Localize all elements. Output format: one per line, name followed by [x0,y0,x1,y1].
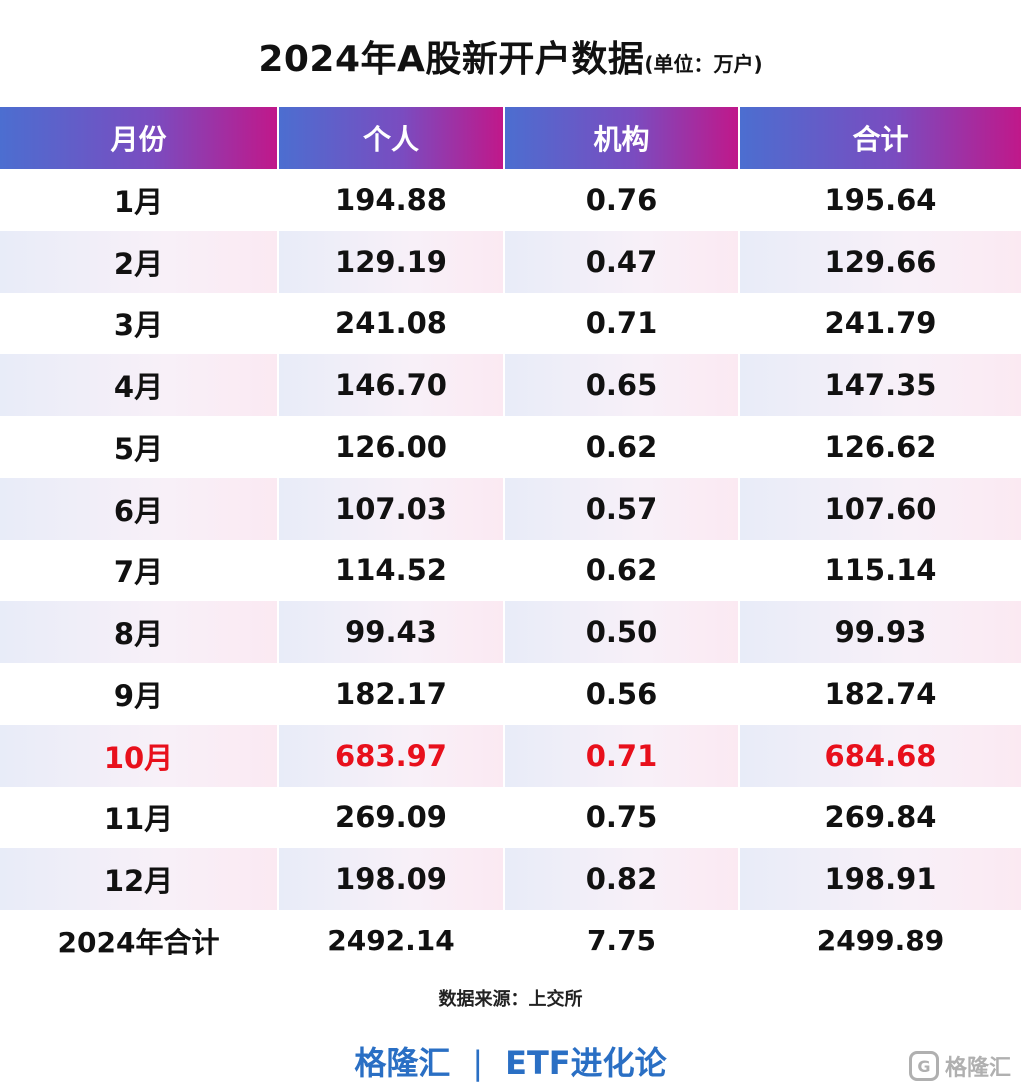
header-month: 月份 [0,107,278,169]
total-row: 2024年合计 2492.14 7.75 2499.89 [0,910,1021,972]
cell-total: 115.14 [738,539,1021,602]
cell-total: 684.68 [738,724,1021,787]
header-row: 月份 个人 机构 合计 [0,107,1021,169]
header-individual: 个人 [277,107,504,169]
cell-institution: 0.62 [503,539,739,602]
table-row: 11月 269.09 0.75 269.84 [0,786,1021,849]
cell-month: 8月 [0,601,278,663]
table-row: 6月 107.03 0.57 107.60 [0,477,1021,540]
cell-total: 241.79 [738,292,1021,355]
table-row: 7月 114.52 0.62 115.14 [0,539,1021,602]
cell-individual: 2492.14 [277,910,504,972]
header-total: 合计 [738,107,1021,169]
title-text: 2024年A股新开户数据 [258,39,645,80]
cell-month: 11月 [103,802,174,837]
brand-column: ETF进化论 [505,1044,667,1082]
cell-individual: 182.17 [277,663,504,725]
cell-individual: 241.08 [277,292,504,355]
cell-total: 198.91 [738,848,1021,910]
cell-month: 5月 [113,431,164,466]
cell-month: 10月 [0,724,278,787]
cell-total: 182.74 [738,663,1021,725]
header-institution: 机构 [503,107,739,169]
cell-individual: 114.52 [277,539,504,602]
watermark-text: 格隆汇 [944,1056,1011,1081]
cell-institution: 0.82 [503,848,739,910]
table-row: 9月 182.17 0.56 182.74 [0,663,1021,725]
cell-institution: 0.56 [503,663,739,725]
brand-separator: | [472,1044,484,1082]
cell-institution: 0.65 [503,354,739,416]
source-note: 数据来源：上交所 [438,989,583,1010]
cell-total: 195.64 [738,169,1021,231]
table-row: 1月 194.88 0.76 195.64 [0,169,1021,231]
cell-institution: 0.76 [503,169,739,231]
cell-month: 1月 [113,184,164,219]
chart-title: 2024年A股新开户数据(单位：万户) [0,30,1021,80]
cell-individual: 683.97 [277,724,504,787]
brand-name: 格隆汇 [354,1044,451,1082]
cell-individual: 198.09 [277,848,504,910]
cell-individual: 129.19 [277,230,504,293]
cell-institution: 0.50 [503,601,739,663]
table-row: 4月 146.70 0.65 147.35 [0,354,1021,416]
cell-individual: 194.88 [277,169,504,231]
table-row: 2月 129.19 0.47 129.66 [0,230,1021,293]
cell-total: 107.60 [738,477,1021,540]
logo-icon: G [908,1051,939,1081]
account-table: 月份 个人 机构 合计 1月 194.88 0.76 195.64 2月 129.19 0.… [0,107,1021,972]
cell-institution: 0.71 [503,292,739,355]
cell-individual: 126.00 [277,416,504,478]
cell-month: 2月 [0,230,278,293]
cell-total: 99.93 [738,601,1021,663]
cell-total: 129.66 [738,230,1021,293]
table-row: 10月 683.97 0.71 684.68 [0,724,1021,787]
cell-institution: 0.62 [503,416,739,478]
cell-month: 2024年合计 [57,925,220,959]
cell-month: 9月 [113,678,164,713]
table-row: 12月 198.09 0.82 198.91 [0,848,1021,910]
cell-total: 126.62 [738,416,1021,478]
cell-month: 4月 [0,354,278,416]
cell-total: 2499.89 [738,910,1021,972]
cell-individual: 146.70 [277,354,504,416]
brand-footer: 格隆汇 | ETF进化论 [0,1038,1021,1084]
cell-institution: 0.57 [503,477,739,540]
table-row: 3月 241.08 0.71 241.79 [0,292,1021,355]
cell-month: 12月 [0,848,278,910]
watermark: G 格隆汇 [908,1048,1011,1084]
cell-total: 147.35 [738,354,1021,416]
cell-individual: 99.43 [277,601,504,663]
table-row: 5月 126.00 0.62 126.62 [0,416,1021,478]
cell-individual: 269.09 [277,786,504,849]
table-row: 8月 99.43 0.50 99.93 [0,601,1021,663]
cell-institution: 7.75 [503,910,739,972]
cell-month: 3月 [113,308,164,343]
cell-individual: 107.03 [277,477,504,540]
cell-total: 269.84 [738,786,1021,849]
cell-month: 6月 [0,477,278,540]
unit-note: (单位：万户) [644,52,763,76]
cell-institution: 0.75 [503,786,739,849]
cell-month: 7月 [113,555,164,590]
cell-institution: 0.47 [503,230,739,293]
cell-institution: 0.71 [503,724,739,787]
